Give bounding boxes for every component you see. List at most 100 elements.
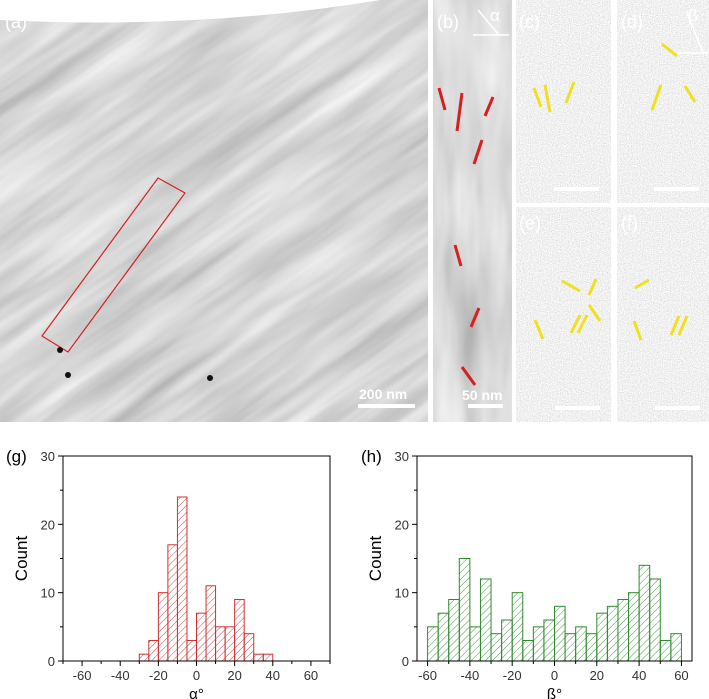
y-axis-label: Count (366, 536, 385, 582)
histogram-bar (490, 633, 503, 662)
x-tick-label: 60 (304, 668, 318, 683)
panel-label-f: (f) (621, 213, 638, 233)
histogram-bar (575, 626, 587, 662)
x-tick-label: -60 (73, 668, 92, 683)
histogram-bar (458, 558, 471, 662)
beta-marks-c (532, 81, 576, 113)
histogram-bar (253, 653, 264, 662)
panel-label-g: (g) (6, 447, 27, 466)
y-tick-label: 30 (41, 449, 55, 464)
micrograph-panel-f: (f) (617, 207, 709, 422)
y-tick-label: 10 (395, 586, 409, 601)
histogram-bar (157, 592, 169, 662)
x-tick-label: 40 (266, 668, 280, 683)
histogram-bar (585, 633, 598, 662)
histogram-bar (234, 599, 245, 662)
x-tick-label: 0 (193, 668, 200, 683)
beta-marks-d (650, 42, 697, 111)
x-axis-label: ß° (547, 686, 562, 699)
micrograph-panel-a: (a) 200 nm (0, 0, 428, 422)
scale-bar-a (358, 404, 415, 408)
x-axis-label: α° (189, 686, 204, 699)
histogram-bar (638, 564, 651, 662)
scale-bar-f (655, 406, 700, 410)
x-tick-label: 20 (590, 668, 604, 683)
scale-bar-c (554, 187, 599, 191)
histogram-bar (564, 633, 577, 662)
micrograph-panel-d: (d) β (617, 0, 709, 203)
histogram-bar (437, 612, 450, 662)
alpha-angle-marker (473, 9, 509, 36)
micrograph-panel-c: (c) (516, 0, 611, 203)
x-tick-label: -60 (418, 668, 437, 683)
histogram-bar (659, 640, 672, 662)
x-tick-label: -20 (503, 668, 522, 683)
beta-marks-f (632, 278, 689, 341)
y-tick-label: 30 (395, 449, 409, 464)
micrograph-a-corner (0, 0, 380, 23)
micrograph-c-image (516, 0, 611, 203)
scale-bar-label-a: 200 nm (359, 386, 408, 402)
histogram-bar (511, 592, 524, 662)
y-tick-label: 0 (402, 654, 409, 669)
beta-angle-marker (677, 11, 708, 54)
histogram-bar (617, 599, 630, 662)
histogram-bar (522, 640, 534, 662)
x-tick-label: 0 (551, 668, 558, 683)
micrograph-b-image (433, 0, 512, 422)
x-tick-label: -40 (460, 668, 479, 683)
panel-label-a: (a) (5, 12, 27, 32)
histogram-bar (243, 633, 255, 662)
histogram-bar (196, 612, 207, 662)
micrograph-a-image (0, 0, 428, 422)
scale-bar-e (555, 406, 600, 410)
beta-symbol: β (688, 6, 698, 25)
histogram-bar (448, 599, 460, 662)
x-tick-label: 40 (632, 668, 646, 683)
panel-label-h: (h) (361, 447, 382, 466)
histogram-bar (427, 626, 439, 662)
histogram-bar (167, 544, 178, 662)
alpha-symbol: α (490, 6, 500, 25)
scale-bar-d (654, 187, 699, 191)
histogram-bar (148, 640, 159, 662)
histogram-bar (138, 653, 150, 662)
histogram-bar (176, 496, 188, 662)
micrograph-e-image (516, 207, 611, 422)
x-tick-label: -20 (149, 668, 168, 683)
micrograph-panel-e: (e) (516, 207, 611, 422)
histogram-bar (606, 605, 619, 662)
y-axis-label: Count (12, 536, 31, 582)
beta-marks-e (533, 278, 602, 340)
histogram-bar (554, 605, 566, 662)
region-of-interest-box (41, 177, 186, 353)
scale-bar-label-b: 50 nm (462, 387, 503, 403)
histogram-bar (649, 578, 661, 662)
alpha-histogram: (g) -60 -40 -20 0 20 40 60 0 10 20 30 α° Count (6, 447, 331, 699)
histogram-bar (628, 592, 640, 662)
fiber-orientation-marks (437, 87, 495, 386)
histogram-bar (469, 626, 481, 662)
micrograph-panel-b: (b) α 50 nm (433, 0, 512, 422)
histogram-bar (205, 585, 217, 662)
scale-bar-b (468, 404, 503, 408)
panel-label-e: (e) (519, 213, 541, 233)
micrograph-d-image (617, 0, 709, 203)
y-tick-label: 10 (41, 586, 55, 601)
histogram-bar (479, 578, 492, 662)
y-tick-label: 0 (48, 654, 55, 669)
histogram-bar (596, 612, 608, 662)
histogram-bar (532, 626, 545, 662)
y-tick-label: 20 (41, 517, 55, 532)
histogram-bar (262, 653, 274, 662)
histogram-bar (186, 640, 197, 662)
histogram-bar (670, 633, 682, 662)
histogram-bar (215, 626, 226, 662)
y-tick-label: 20 (395, 517, 409, 532)
histogram-bar (543, 619, 556, 662)
micrograph-f-image (617, 207, 709, 422)
panel-label-d: (d) (621, 12, 643, 32)
x-tick-label: -40 (111, 668, 130, 683)
histogram-bar (501, 619, 513, 662)
histogram-bar (224, 626, 236, 662)
